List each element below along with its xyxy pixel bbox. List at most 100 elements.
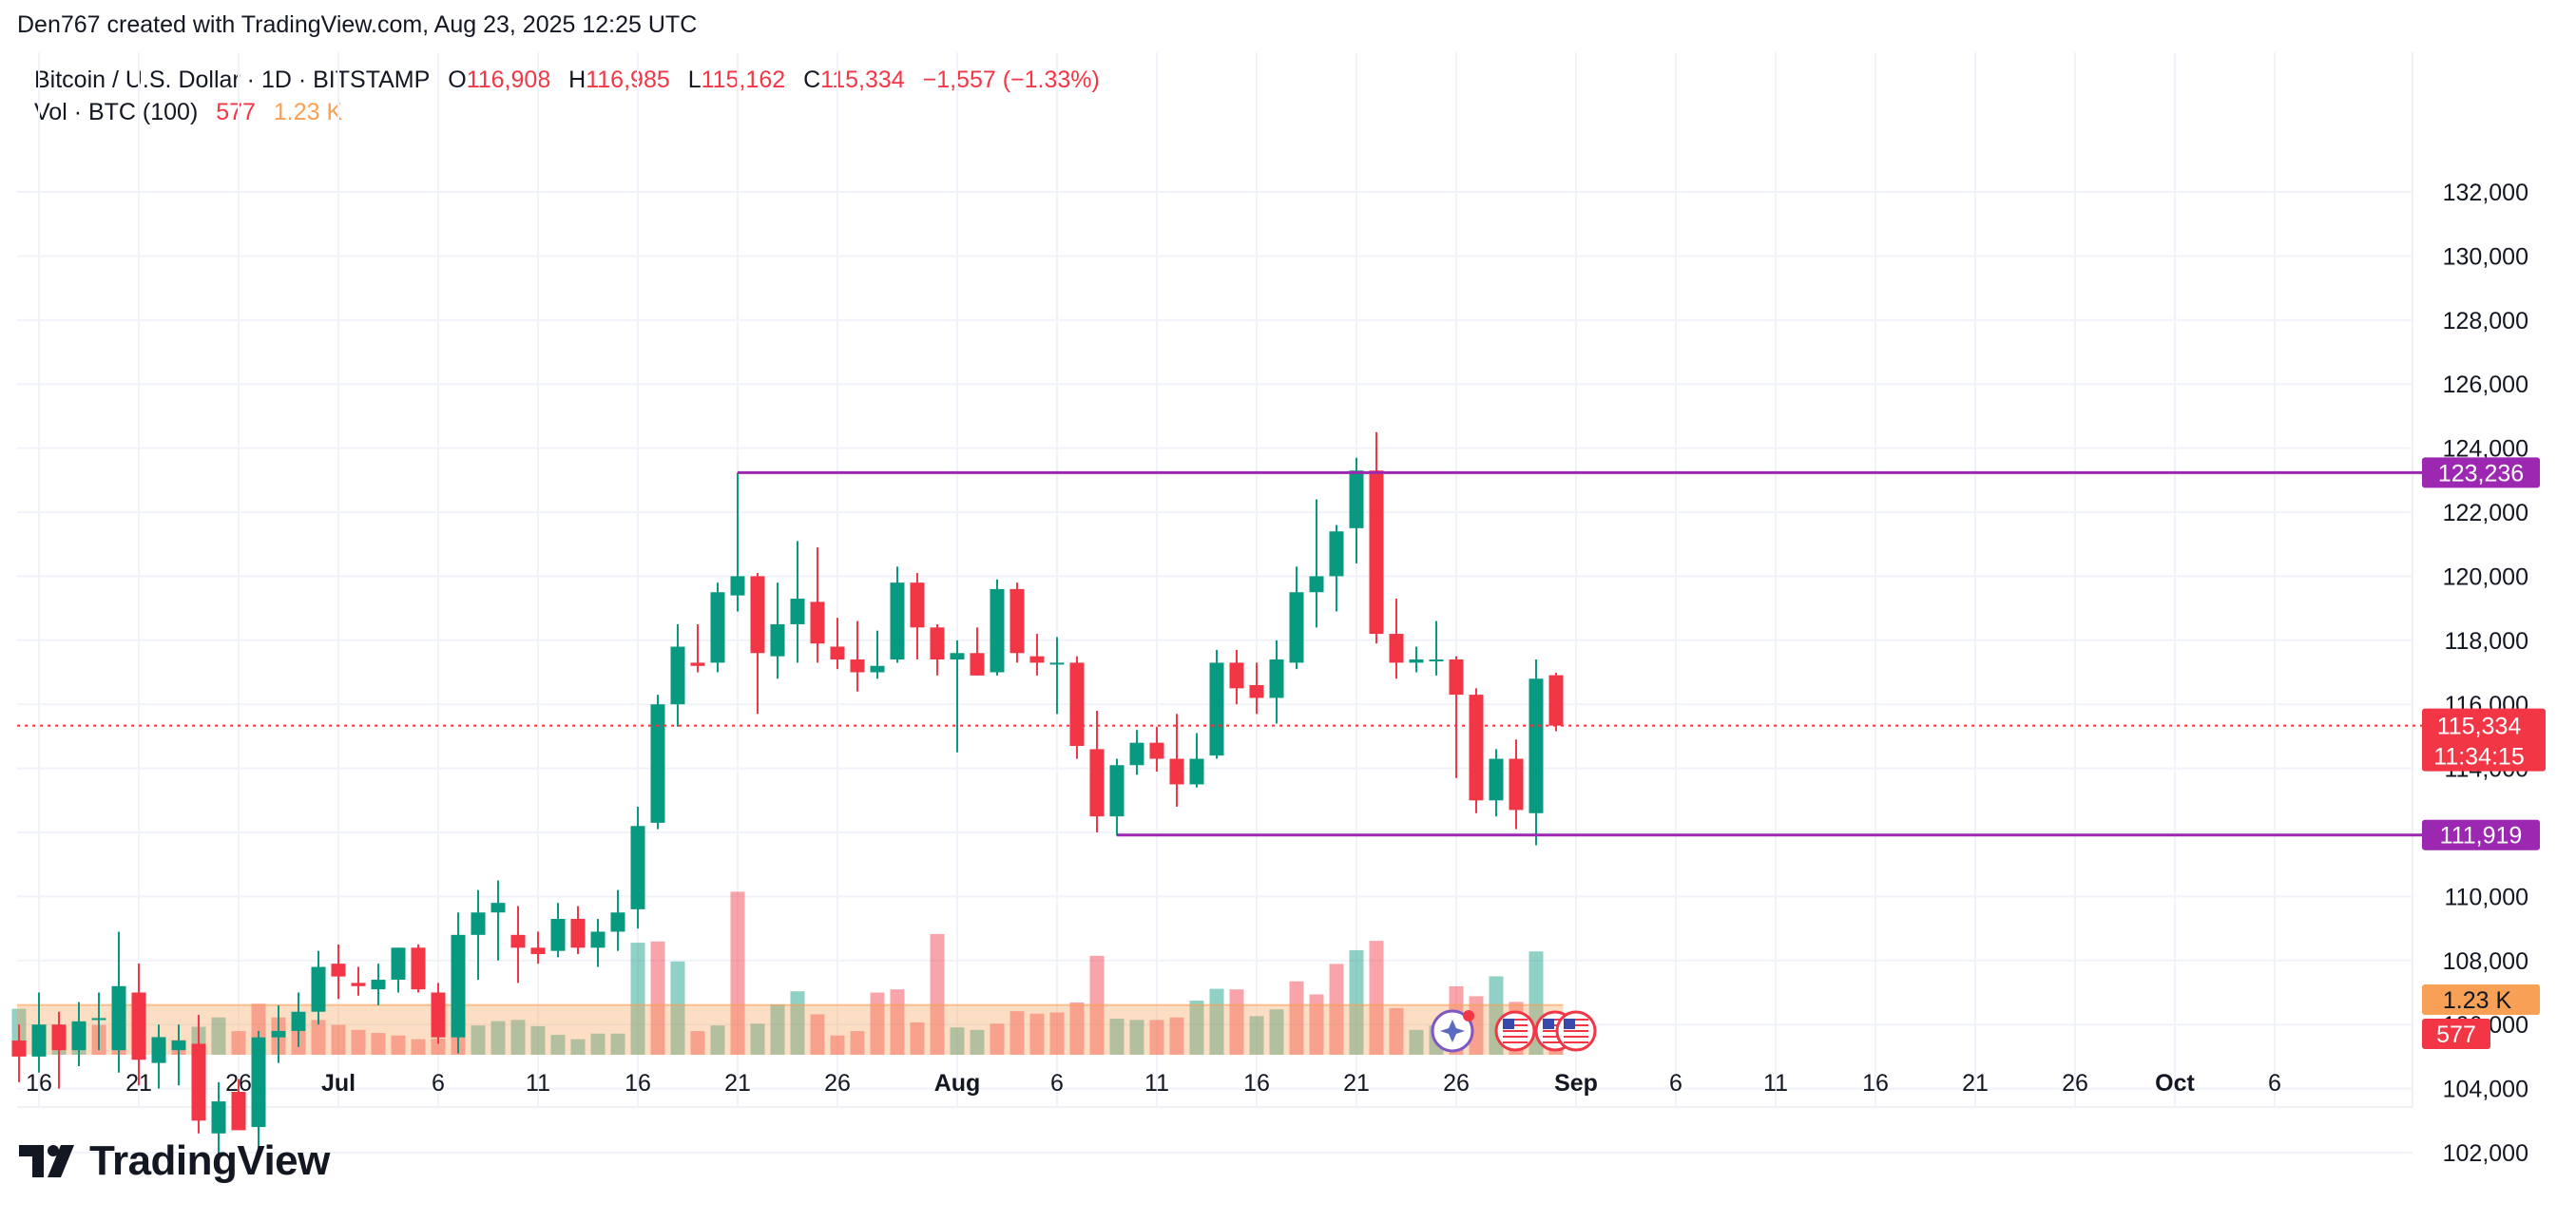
candle-body — [950, 653, 965, 660]
volume-bar — [1349, 949, 1364, 1055]
volume-bar — [1329, 964, 1344, 1055]
candle-body — [890, 582, 905, 660]
candle-body — [1269, 659, 1284, 698]
time-tick-label: 21 — [724, 1070, 751, 1097]
time-tick-label: 6 — [1050, 1070, 1064, 1097]
time-tick-label: Oct — [2155, 1070, 2195, 1097]
candle-body — [770, 623, 785, 657]
volume-bar — [1069, 1002, 1085, 1055]
volume-title[interactable]: Vol · BTC (100) — [34, 99, 199, 125]
time-tick-label: 21 — [125, 1070, 152, 1097]
time-tick-label: 6 — [2268, 1070, 2281, 1097]
price-tick-label: 120,000 — [2443, 563, 2528, 590]
candle-body — [1229, 662, 1244, 689]
candle-body — [451, 934, 466, 1038]
time-tick-label: 6 — [432, 1070, 445, 1097]
volume-bar — [670, 961, 685, 1055]
volume-bar — [1249, 1016, 1264, 1055]
candle-body — [630, 826, 645, 909]
candle-body — [1069, 662, 1085, 747]
close-label: C — [803, 67, 821, 93]
volume-bar — [1389, 1007, 1404, 1055]
candle-body — [930, 627, 945, 660]
time-tick-label: 26 — [1443, 1070, 1470, 1097]
symbol-title[interactable]: Bitcoin / U.S. Dollar · 1D · BITSTAMP — [34, 67, 431, 93]
close-value: 115,334 — [820, 67, 905, 93]
low-label: L — [687, 67, 702, 93]
volume-bar — [1409, 1029, 1424, 1055]
candle-body — [291, 1011, 306, 1031]
volume-bar — [590, 1033, 606, 1055]
tradingview-logo[interactable]: TradingView — [19, 1137, 330, 1185]
volume-bar — [970, 1029, 985, 1055]
candle-body — [1249, 684, 1264, 698]
candle-body — [11, 1041, 27, 1057]
candle-body — [51, 1024, 67, 1051]
candle-body — [371, 980, 386, 990]
time-tick-label: 6 — [1669, 1070, 1682, 1097]
candle-body — [1029, 656, 1045, 663]
time-tick-label: 16 — [1862, 1070, 1889, 1097]
time-tick-label: 11 — [1763, 1070, 1788, 1097]
candle-body — [351, 983, 366, 986]
volume-bar — [810, 1014, 825, 1055]
time-tick-label: Sep — [1554, 1070, 1598, 1097]
candle-body — [1169, 758, 1184, 785]
volume-bar — [550, 1035, 566, 1055]
low-value: 115,162 — [701, 67, 786, 93]
time-tick-label: 16 — [1243, 1070, 1270, 1097]
symbol-legend: Bitcoin / U.S. Dollar · 1D · BITSTAMP O1… — [34, 67, 1100, 94]
candle-body — [391, 947, 406, 981]
volume-bar — [990, 1023, 1005, 1055]
volume-bar — [411, 1039, 426, 1055]
time-tick-label: Aug — [934, 1070, 981, 1097]
candle-body — [1309, 576, 1324, 593]
candle-body — [790, 598, 805, 624]
candle-body — [490, 903, 506, 913]
price-tick-label: 118,000 — [2444, 628, 2528, 655]
candle-body — [570, 918, 586, 948]
candle-body — [810, 601, 825, 644]
volume-legend: Vol · BTC (100) 577 1.23 K — [34, 99, 342, 126]
candle-body — [1109, 765, 1125, 817]
last-price-badge — [2422, 708, 2546, 772]
candle-body — [510, 934, 526, 948]
candle-body — [331, 964, 346, 977]
volume-bar — [790, 991, 805, 1055]
candle-body — [650, 704, 665, 823]
candle-body — [1009, 588, 1025, 654]
price-tick-label: 102,000 — [2443, 1140, 2528, 1167]
time-axis[interactable]: 16 21 26 Jul 6 11 16 21 26 Aug 6 11 16 21 26 Sep 6 11 16 21… — [26, 1070, 2281, 1097]
grid-lines — [17, 52, 2413, 1154]
candle-body — [590, 931, 606, 948]
volume-badge-label: 577 — [2436, 1022, 2476, 1048]
candle-body — [71, 1021, 87, 1051]
high-label: H — [568, 67, 586, 93]
candle-body — [1349, 470, 1364, 528]
candle-body — [990, 588, 1005, 673]
flag-canton — [1564, 1019, 1575, 1029]
volume-bar — [870, 992, 885, 1055]
candle-body — [610, 912, 625, 932]
volume-bar — [910, 1022, 925, 1055]
candle-body — [970, 653, 985, 676]
event-icons[interactable] — [1431, 1009, 1597, 1053]
volume-ma-area — [17, 1004, 1564, 1055]
time-tick-label: 21 — [1962, 1070, 1989, 1097]
candle-body — [530, 947, 546, 955]
candle-body — [690, 662, 705, 666]
volume-bar — [950, 1027, 965, 1055]
volume-bar — [1269, 1009, 1284, 1055]
price-tick-label: 108,000 — [2443, 948, 2528, 975]
volume-bar — [510, 1020, 526, 1055]
candle-body — [1429, 659, 1444, 662]
candle-body — [431, 992, 446, 1038]
candle-body — [750, 576, 765, 654]
time-tick-label: 11 — [1144, 1070, 1169, 1097]
candle-body — [1189, 758, 1204, 785]
price-tick-label: 128,000 — [2443, 308, 2528, 334]
volume-bar — [231, 1031, 246, 1055]
price-axis[interactable]: 132,000130,000128,000126,000124,000122,0… — [2422, 180, 2546, 1167]
volume-bar — [391, 1035, 406, 1055]
